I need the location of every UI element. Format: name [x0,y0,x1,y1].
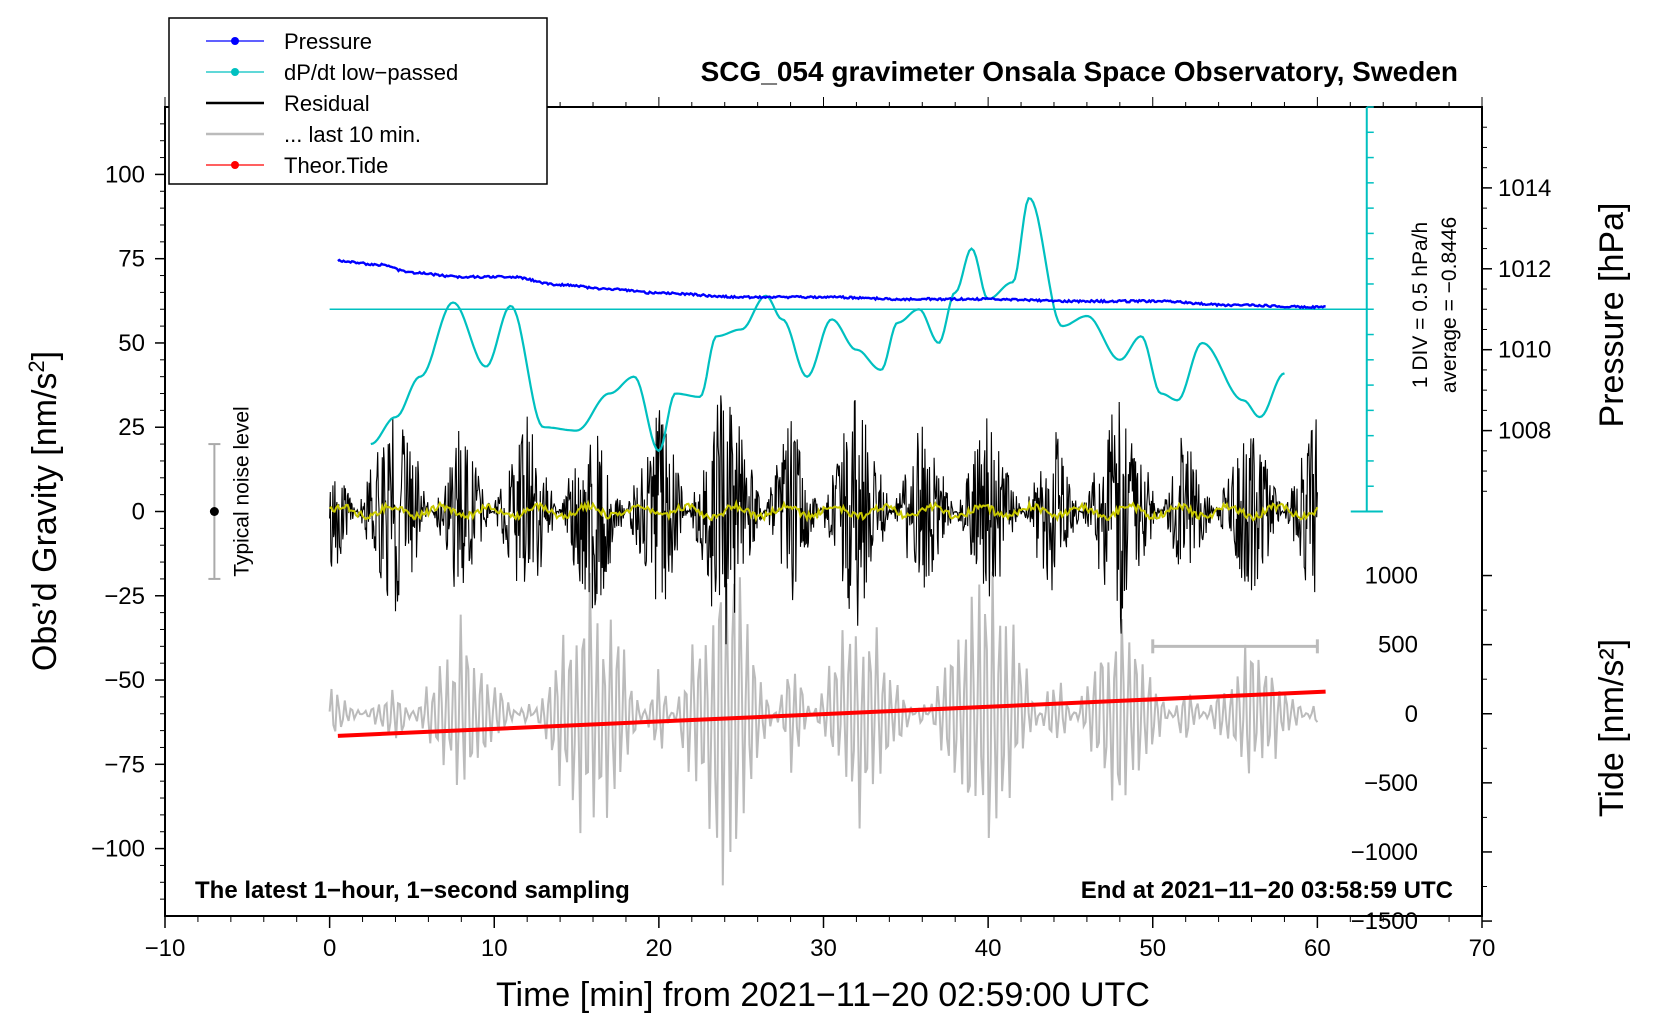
y-tide-tick-label: −500 [1364,770,1418,797]
y-left-tick-label: 100 [105,161,145,188]
y-pressure-tick-label: 1008 [1498,418,1551,445]
y-tide-tick-label: 0 [1405,701,1418,728]
legend: Pressure dP/dt low−passed Residual ... last… [168,17,548,185]
legend-label: Residual [284,91,370,116]
chart-title: SCG_054 gravimeter Onsala Space Observat… [701,56,1458,87]
y-left-tick-label: 75 [118,246,145,273]
dpdt-scale-label: 1 DIV = 0.5 hPa/h [1409,222,1432,388]
y-pressure-tick-label: 1012 [1498,256,1551,283]
legend-label: ... last 10 min. [284,122,421,147]
legend-label: Theor.Tide [284,153,388,178]
y-left-tick-label: −100 [91,836,145,863]
note-sampling: The latest 1−hour, 1−second sampling [195,877,630,904]
legend-marker [231,161,239,169]
y-tide-tick-label: 1000 [1365,563,1418,590]
legend-box [168,17,548,185]
x-tick-label: 30 [810,935,837,962]
y-left-tick-label: 0 [132,499,145,526]
legend-marker [231,68,239,76]
x-axis-title: Time [min] from 2021−11−20 02:59:00 UTC [496,976,1150,1014]
y-pressure-tick-label: 1014 [1498,175,1551,202]
x-tick-label: 60 [1304,935,1331,962]
noise-label: Typical noise level [230,406,253,576]
note-end-time: End at 2021−11−20 03:58:59 UTC [1081,877,1453,904]
x-tick-label: 50 [1139,935,1166,962]
legend-label: dP/dt low−passed [284,60,458,85]
y-left-tick-label: 25 [118,414,145,441]
y-left-tick-label: −25 [104,583,145,610]
y-axis-title-left: Obs’d Gravity [nm/s2] [24,351,65,671]
x-tick-label: 40 [975,935,1002,962]
legend-marker [231,37,239,45]
dpdt-average-label: average = −0.8446 [1438,217,1461,393]
x-tick-label: 70 [1469,935,1496,962]
noise-center-dot [209,507,219,516]
x-tick-label: 0 [323,935,336,962]
x-tick-label: −10 [145,935,186,962]
y-tide-tick-label: −1000 [1351,839,1418,866]
y-pressure-tick-label: 1010 [1498,337,1551,364]
y-axis-title-tide: Tide [nm/s²] [1593,639,1631,817]
series-mean-trace [329,499,1319,523]
y-tide-tick-label: −1500 [1351,908,1418,935]
legend-label: Pressure [284,29,372,54]
series-theor-tide-line [337,689,1326,738]
series-last-10-min-line [328,571,1319,886]
y-tide-tick-label: 500 [1378,632,1418,659]
series-dpdt-line [370,197,1285,453]
y-left-tick-label: −75 [104,751,145,778]
x-tick-label: 20 [646,935,673,962]
series-pressure-line [337,258,1326,310]
y-left-tick-label: 50 [118,330,145,357]
y-left-tick-label: −50 [104,667,145,694]
y-axis-title-pressure: Pressure [hPa] [1593,203,1631,428]
x-tick-label: 10 [481,935,508,962]
